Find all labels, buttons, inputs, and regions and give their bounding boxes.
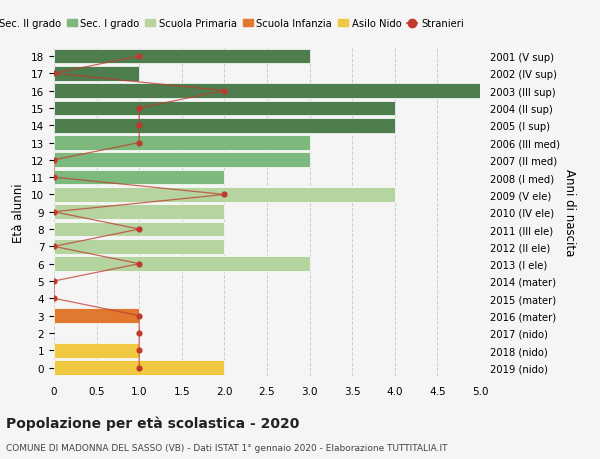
Bar — [54, 240, 224, 254]
Bar — [54, 308, 139, 323]
Bar — [54, 205, 224, 219]
Bar — [54, 222, 224, 237]
Y-axis label: Età alunni: Età alunni — [13, 183, 25, 242]
Point — [49, 208, 59, 216]
Bar — [54, 170, 224, 185]
Point — [49, 174, 59, 181]
Point — [134, 312, 144, 319]
Bar — [54, 118, 395, 133]
Bar — [54, 67, 139, 81]
Point — [134, 105, 144, 112]
Point — [49, 70, 59, 78]
Bar — [54, 257, 310, 271]
Bar — [54, 50, 310, 64]
Point — [49, 243, 59, 251]
Y-axis label: Anni di nascita: Anni di nascita — [563, 169, 577, 256]
Bar — [54, 360, 224, 375]
Point — [220, 88, 229, 95]
Point — [220, 191, 229, 199]
Point — [49, 295, 59, 302]
Point — [134, 226, 144, 233]
Bar — [54, 343, 139, 358]
Point — [134, 140, 144, 147]
Point — [49, 278, 59, 285]
Bar — [54, 84, 480, 99]
Point — [134, 347, 144, 354]
Bar — [54, 101, 395, 116]
Text: COMUNE DI MADONNA DEL SASSO (VB) - Dati ISTAT 1° gennaio 2020 - Elaborazione TUT: COMUNE DI MADONNA DEL SASSO (VB) - Dati … — [6, 443, 448, 452]
Bar — [54, 136, 310, 151]
Bar — [54, 188, 395, 202]
Text: Popolazione per età scolastica - 2020: Popolazione per età scolastica - 2020 — [6, 415, 299, 430]
Point — [134, 122, 144, 129]
Point — [49, 157, 59, 164]
Point — [134, 364, 144, 371]
Point — [134, 53, 144, 61]
Point — [134, 260, 144, 268]
Legend: Sec. II grado, Sec. I grado, Scuola Primaria, Scuola Infanzia, Asilo Nido, Stran: Sec. II grado, Sec. I grado, Scuola Prim… — [0, 16, 468, 34]
Point — [134, 330, 144, 337]
Bar — [54, 153, 310, 168]
